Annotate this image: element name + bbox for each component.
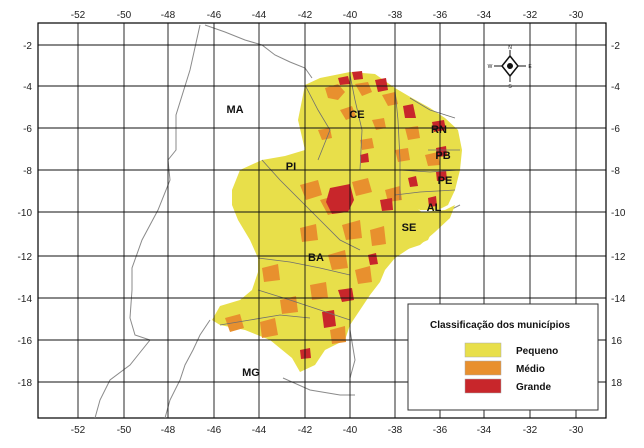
legend-swatch-pequeno <box>464 342 502 358</box>
y-tick-label: -12 <box>18 252 33 263</box>
x-tick-label: -52 <box>71 425 86 436</box>
y-tick-label: -14 <box>611 294 626 305</box>
y-tick-label: -10 <box>611 208 626 219</box>
x-tick-label: -46 <box>207 10 222 21</box>
north-arrow-icon: N S E W <box>488 45 533 90</box>
north-arrow-label-n: N <box>508 45 512 51</box>
y-tick-label: -2 <box>611 41 620 52</box>
state-labels: MA CE RN PB PE AL SE PI BA MG <box>226 104 452 379</box>
y-tick-label: 16 <box>611 336 623 347</box>
grande-regions <box>300 71 447 359</box>
x-tick-label: -46 <box>207 425 222 436</box>
y-tick-label: -18 <box>18 378 33 389</box>
medio-regions <box>225 82 440 344</box>
x-tick-label: -30 <box>569 425 584 436</box>
x-tick-label: -30 <box>569 10 584 21</box>
state-label-al: AL <box>427 202 442 214</box>
state-label-mg: MG <box>242 367 260 379</box>
legend-label-medio: Médio <box>516 364 545 375</box>
x-tick-label: -42 <box>298 10 313 21</box>
x-tick-label: -38 <box>388 425 403 436</box>
north-arrow-label-e: E <box>528 64 532 70</box>
y-tick-label: -8 <box>23 166 32 177</box>
x-tick-label: -38 <box>388 10 403 21</box>
y-tick-label: -2 <box>23 41 32 52</box>
legend-label-pequeno: Pequeno <box>516 346 558 357</box>
x-tick-label: -34 <box>477 425 492 436</box>
legend-label-grande: Grande <box>516 382 551 393</box>
state-label-pi: PI <box>286 161 296 173</box>
y-tick-label: -8 <box>611 166 620 177</box>
y-tick-label: -6 <box>23 124 32 135</box>
x-tick-label: -32 <box>523 425 538 436</box>
y-tick-label: -12 <box>611 252 626 263</box>
x-tick-label: -36 <box>433 425 448 436</box>
y-tick-label: 18 <box>611 378 623 389</box>
state-label-ba: BA <box>308 252 324 264</box>
y-tick-label: -10 <box>18 208 33 219</box>
legend-box <box>407 303 599 411</box>
y-tick-label: -4 <box>611 82 620 93</box>
y-tick-label: -14 <box>18 294 33 305</box>
legend: Classificação dos municípios Pequeno Méd… <box>407 303 599 411</box>
y-tick-label: -4 <box>23 82 32 93</box>
x-tick-label: -44 <box>252 10 267 21</box>
x-tick-label: -40 <box>343 425 358 436</box>
state-label-se: SE <box>402 222 417 234</box>
state-label-ma: MA <box>226 104 243 116</box>
x-tick-label: -32 <box>523 10 538 21</box>
x-tick-label: -34 <box>477 10 492 21</box>
pequeno-regions <box>212 72 462 372</box>
legend-swatch-grande <box>464 378 502 394</box>
y-tick-label: -6 <box>611 124 620 135</box>
state-label-ce: CE <box>349 109 364 121</box>
x-tick-label: -50 <box>117 425 132 436</box>
x-tick-label: -48 <box>161 425 176 436</box>
north-arrow-label-w: W <box>488 64 493 70</box>
x-tick-labels-bottom: -52 -50 -48 -46 -44 -42 -40 -38 -36 -34 … <box>71 425 584 436</box>
x-tick-label: -44 <box>252 425 267 436</box>
legend-title: Classificação dos municípios <box>430 320 570 331</box>
y-tick-labels-left: -2 -4 -6 -8 -10 -12 -14 -16 -18 <box>18 41 33 389</box>
state-label-pe: PE <box>438 175 453 187</box>
x-tick-labels-top: -52 -50 -48 -46 -44 -42 -40 -38 -36 -34 … <box>71 10 584 21</box>
state-label-pb: PB <box>435 150 450 162</box>
legend-swatch-medio <box>464 360 502 376</box>
x-tick-label: -36 <box>433 10 448 21</box>
y-tick-label: -16 <box>18 336 33 347</box>
x-tick-label: -52 <box>71 10 86 21</box>
y-tick-labels-right: -2 -4 -6 -8 -10 -12 -14 16 18 <box>611 41 626 389</box>
x-tick-label: -40 <box>343 10 358 21</box>
x-tick-label: -50 <box>117 10 132 21</box>
x-tick-label: -48 <box>161 10 176 21</box>
x-tick-label: -42 <box>298 425 313 436</box>
state-label-rn: RN <box>431 124 447 136</box>
north-arrow-label-s: S <box>508 84 512 90</box>
